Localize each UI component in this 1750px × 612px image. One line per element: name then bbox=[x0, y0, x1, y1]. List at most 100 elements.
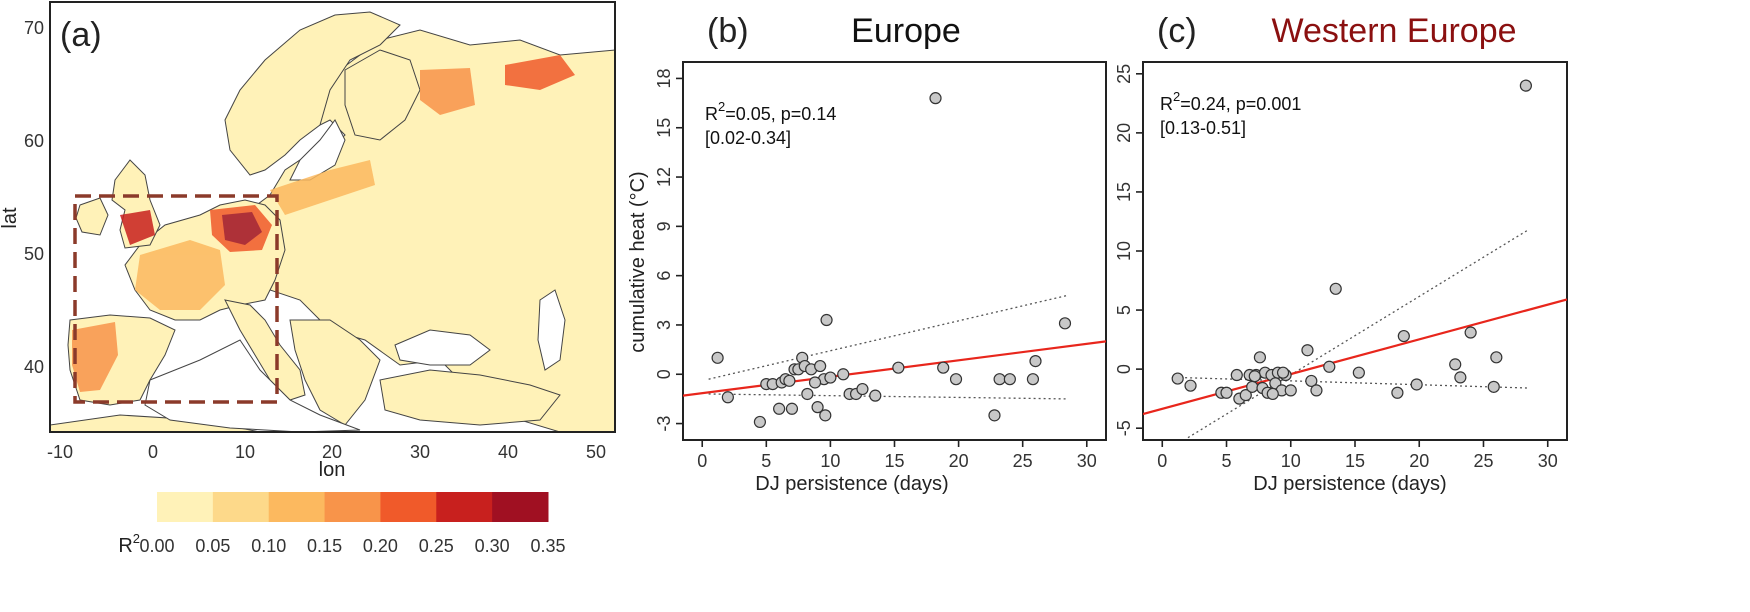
map-x-tick: 30 bbox=[410, 442, 430, 462]
shade-finland bbox=[420, 68, 475, 115]
map-x-label: lon bbox=[319, 459, 346, 481]
y-tick-label: 18 bbox=[654, 68, 674, 88]
ci-upper-line bbox=[708, 294, 1068, 380]
colorbar-tick-label: 0.20 bbox=[363, 536, 398, 556]
data-point bbox=[773, 402, 786, 415]
panel-a-letter: (a) bbox=[60, 16, 102, 54]
data-point bbox=[1301, 344, 1314, 357]
y-tick-label: 25 bbox=[1114, 64, 1134, 84]
data-point bbox=[1454, 371, 1467, 384]
data-point bbox=[1220, 386, 1233, 399]
map-x-tick: 50 bbox=[586, 442, 606, 462]
data-point bbox=[819, 409, 832, 422]
data-point bbox=[1003, 373, 1016, 386]
y-tick-label: 15 bbox=[654, 118, 674, 138]
ci-upper-line bbox=[1187, 229, 1529, 439]
black-sea bbox=[394, 329, 491, 366]
colorbar-tick-label: 0.15 bbox=[307, 536, 342, 556]
caspian-sea bbox=[537, 289, 566, 371]
regression-line bbox=[1143, 298, 1567, 416]
y-tick-label: 9 bbox=[654, 221, 674, 231]
data-point bbox=[1449, 358, 1462, 371]
panel-c-letter: (c) bbox=[1157, 12, 1197, 50]
data-point bbox=[1058, 317, 1072, 330]
x-tick-label: 25 bbox=[1013, 451, 1033, 471]
y-tick-label: 5 bbox=[1114, 305, 1134, 315]
data-point bbox=[1410, 378, 1423, 391]
data-point bbox=[1519, 79, 1532, 92]
shade-poland bbox=[270, 160, 375, 215]
x-tick-label: 0 bbox=[697, 451, 707, 471]
data-point bbox=[869, 389, 882, 402]
data-point bbox=[1276, 366, 1290, 379]
y-tick-label: 0 bbox=[654, 369, 674, 379]
data-point bbox=[1323, 360, 1336, 373]
y-tick-label: 10 bbox=[1114, 241, 1134, 261]
italy-land bbox=[224, 299, 306, 401]
y-tick-label: 20 bbox=[1114, 123, 1134, 143]
data-point bbox=[1391, 386, 1404, 399]
x-tick-label: 5 bbox=[1222, 451, 1232, 471]
shade-britain bbox=[120, 210, 155, 245]
data-point bbox=[1305, 374, 1318, 388]
data-point bbox=[1329, 282, 1342, 295]
x-tick-label: 25 bbox=[1473, 451, 1493, 471]
map-y-label: lat bbox=[0, 207, 21, 229]
data-point bbox=[1248, 370, 1261, 383]
panel-c-title: Western Europe bbox=[1271, 12, 1516, 50]
colorbar-tick-label: 0.10 bbox=[251, 536, 286, 556]
colorbar-swatch bbox=[436, 492, 493, 522]
x-tick-label: 10 bbox=[1281, 451, 1301, 471]
colorbar-tick-label: 0.25 bbox=[419, 536, 454, 556]
panel-c-stats-line2: [0.13-0.51] bbox=[1160, 118, 1246, 138]
panel-b-stats-line1: R2=0.05, p=0.14 bbox=[705, 99, 836, 124]
map-x-tick: 20 bbox=[322, 442, 342, 462]
ci-lower-line bbox=[1175, 376, 1529, 389]
colorbar-tick-label: 0.35 bbox=[530, 536, 565, 556]
data-point bbox=[1246, 380, 1259, 393]
x-tick-label: 15 bbox=[1345, 451, 1365, 471]
data-point bbox=[783, 374, 796, 387]
x-tick-label: 30 bbox=[1538, 451, 1558, 471]
baltic-sea bbox=[289, 119, 346, 181]
data-point bbox=[892, 361, 905, 374]
map-geography bbox=[51, 11, 614, 431]
data-point bbox=[824, 371, 837, 384]
data-point bbox=[1397, 329, 1410, 343]
map-x-tick: 10 bbox=[235, 442, 255, 462]
y-tick-label: 0 bbox=[1114, 364, 1134, 374]
data-point bbox=[1171, 372, 1184, 385]
colorbar-swatch bbox=[380, 492, 437, 522]
map-y-tick: 60 bbox=[24, 131, 44, 151]
data-point bbox=[837, 368, 850, 381]
data-point bbox=[1266, 387, 1279, 401]
data-point bbox=[753, 415, 767, 429]
x-tick-label: 10 bbox=[820, 451, 840, 471]
plot-area bbox=[1143, 79, 1567, 439]
data-point bbox=[820, 313, 833, 327]
colorbar: 0.00 0.05 0.10 0.15 0.20 0.25 0.30 0.35 bbox=[139, 492, 566, 556]
panel-b-title: Europe bbox=[851, 12, 961, 50]
data-point bbox=[711, 351, 724, 364]
map-x-tick: -10 bbox=[47, 442, 73, 462]
data-point bbox=[1464, 326, 1477, 339]
data-point bbox=[1184, 379, 1197, 392]
map-x-tick: 40 bbox=[498, 442, 518, 462]
shade-russia-north bbox=[505, 55, 575, 90]
y-tick-label: 6 bbox=[654, 271, 674, 281]
x-tick-label: 20 bbox=[949, 451, 969, 471]
shade-iberia bbox=[72, 322, 118, 392]
map-y-tick: 40 bbox=[24, 357, 44, 377]
x-tick-label: 20 bbox=[1409, 451, 1429, 471]
finland-land bbox=[344, 49, 421, 141]
scandinavia-land bbox=[224, 11, 401, 176]
data-point bbox=[811, 401, 824, 414]
data-point bbox=[937, 361, 950, 374]
data-point bbox=[856, 382, 869, 396]
data-point bbox=[801, 387, 814, 401]
scatter-panel-europe: (b) Europe cumulative heat (°C) DJ persi… bbox=[627, 12, 1107, 495]
balkans-land bbox=[289, 319, 381, 426]
colorbar-swatch bbox=[157, 492, 214, 522]
map-x-tick: 0 bbox=[148, 442, 158, 462]
